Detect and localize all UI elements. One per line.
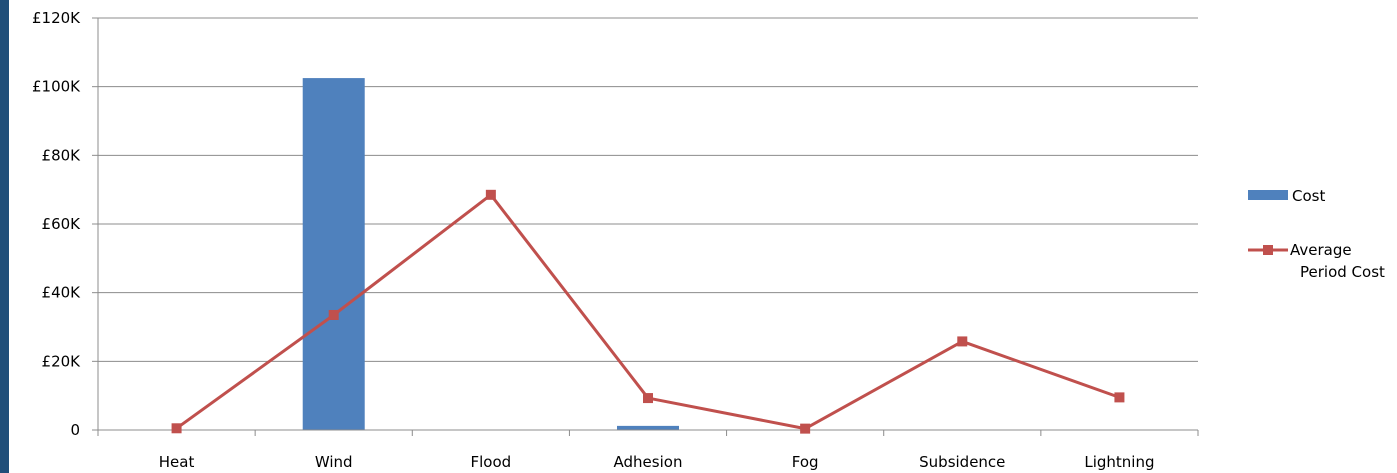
- x-tick-labels: Heat Wind Flood Adhesion Fog Subsidence Lightn…: [159, 453, 1155, 471]
- x-tick-label: Heat: [159, 453, 195, 471]
- y-tick-label: £100K: [32, 78, 81, 96]
- line-point: [485, 189, 496, 200]
- legend-label-line: Average: [1290, 241, 1352, 259]
- legend-swatch-cost: [1248, 190, 1288, 200]
- line-point: [957, 336, 968, 347]
- line-point: [328, 309, 339, 320]
- line-point: [800, 423, 811, 434]
- line-point: [1114, 392, 1125, 403]
- y-tick-labels: 0 £20K £40K £60K £80K £100K £120K: [32, 9, 81, 439]
- y-tick-label: £60K: [42, 215, 82, 233]
- legend-marker-avg: [1263, 245, 1273, 255]
- y-tick-label: £20K: [42, 352, 82, 370]
- x-tick-label: Wind: [315, 453, 353, 471]
- x-tick-label: Flood: [471, 453, 512, 471]
- x-tick-label: Fog: [792, 453, 819, 471]
- slide-edge-bar: [0, 0, 9, 473]
- y-tick-label: 0: [70, 421, 80, 439]
- line-point: [643, 393, 653, 404]
- bar: [302, 78, 365, 430]
- line-series: [171, 189, 1125, 434]
- x-tick-label: Lightning: [1084, 453, 1154, 471]
- legend-label-avg: Average Period Cost: [1290, 241, 1385, 281]
- legend: Cost Average Period Cost: [1248, 187, 1385, 281]
- legend-label-cost: Cost: [1292, 187, 1325, 205]
- y-tick-label: £120K: [32, 9, 81, 27]
- y-tick-label: £80K: [42, 146, 82, 164]
- bar: [617, 425, 679, 430]
- y-tick-label: £40K: [42, 284, 82, 302]
- x-tick-label: Adhesion: [614, 453, 683, 471]
- x-tick-label: Subsidence: [919, 453, 1005, 471]
- bars: [302, 78, 679, 430]
- legend-label-line: Period Cost: [1300, 263, 1385, 281]
- line-point: [171, 423, 182, 434]
- axes: [97, 18, 1199, 436]
